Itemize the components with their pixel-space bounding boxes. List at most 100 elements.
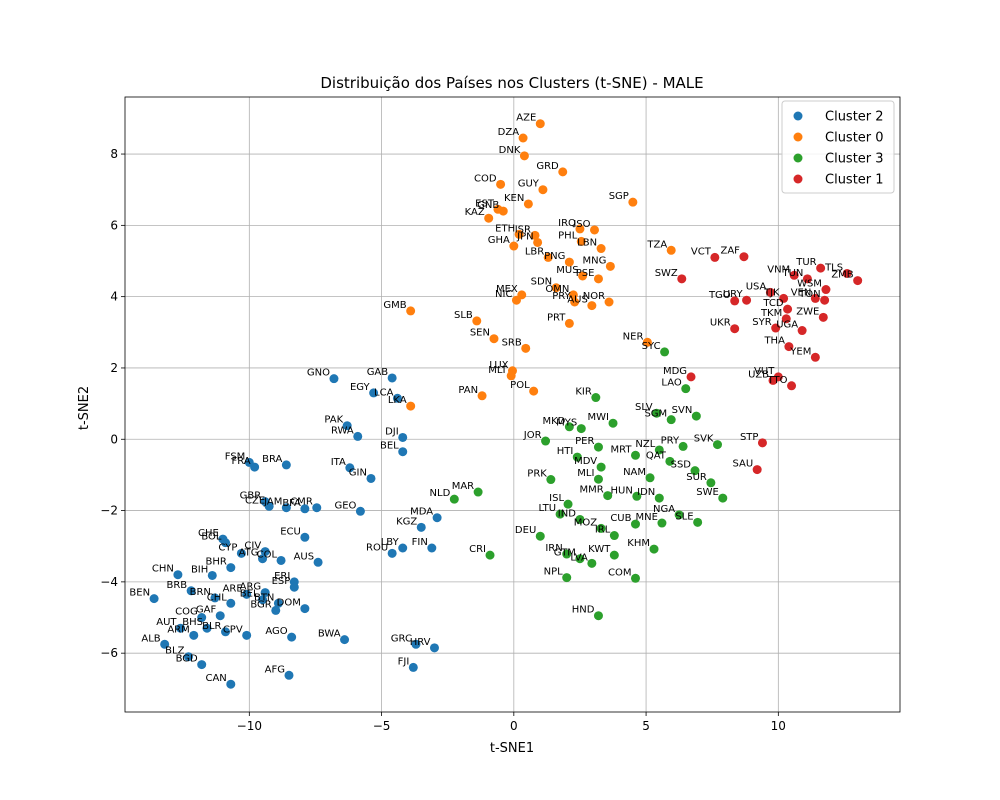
point-label: BGR xyxy=(250,599,271,610)
data-point xyxy=(511,295,521,305)
data-point xyxy=(575,514,585,524)
data-point xyxy=(757,438,767,448)
data-point xyxy=(284,670,294,680)
data-point xyxy=(484,213,494,223)
data-point xyxy=(521,343,531,353)
point-label: GAF xyxy=(196,605,217,616)
data-point xyxy=(842,268,852,278)
point-label: SLB xyxy=(454,310,473,321)
data-point xyxy=(353,431,363,441)
data-point xyxy=(596,462,606,472)
point-label: MLT xyxy=(488,365,508,376)
data-point xyxy=(551,283,561,293)
point-label: SLV xyxy=(635,402,653,413)
point-label: DOM xyxy=(277,598,301,609)
data-point xyxy=(313,557,323,567)
point-label: URY xyxy=(723,289,744,300)
point-label: IDN xyxy=(637,487,655,498)
point-label: JAM xyxy=(263,497,282,508)
point-label: EST xyxy=(475,198,495,209)
point-label: NPL xyxy=(544,567,564,578)
point-label: GIN xyxy=(349,467,367,478)
point-label: AUS xyxy=(294,551,315,562)
point-label: SGP xyxy=(609,191,629,202)
point-label: SAU xyxy=(732,459,753,470)
data-point xyxy=(665,456,675,466)
point-label: GTM xyxy=(554,548,576,559)
point-label: LAO xyxy=(661,378,681,389)
data-point xyxy=(197,660,207,670)
data-point xyxy=(589,225,599,235)
point-label: ITA xyxy=(331,457,346,468)
data-point xyxy=(783,304,793,314)
point-label: HRV xyxy=(410,637,431,648)
y-tick-label: −4 xyxy=(100,575,118,589)
point-label: GNB xyxy=(477,200,499,211)
data-point xyxy=(562,549,572,559)
point-label: MUS xyxy=(556,265,578,276)
data-point xyxy=(176,623,186,633)
data-point xyxy=(496,179,506,189)
data-point xyxy=(765,287,775,297)
point-label: LKA xyxy=(388,395,407,406)
point-label: LCA xyxy=(374,387,394,398)
data-point xyxy=(596,523,606,533)
point-label: NOR xyxy=(583,291,605,302)
point-label: PRT xyxy=(547,312,566,323)
point-label: MYS xyxy=(556,418,577,429)
point-label: TKM xyxy=(760,308,782,319)
point-label: PAN xyxy=(458,385,478,396)
point-label: AUS xyxy=(567,295,588,306)
point-label: SWZ xyxy=(655,268,678,279)
point-label: CHE xyxy=(198,528,219,539)
data-point xyxy=(739,252,749,262)
chart-title: Distribuição dos Países nos Clusters (t-… xyxy=(320,74,703,92)
point-label: KIR xyxy=(575,387,592,398)
data-point xyxy=(398,447,408,457)
point-label: SUR xyxy=(686,472,707,483)
data-point xyxy=(593,442,603,452)
data-point xyxy=(576,236,586,246)
point-label: TJK xyxy=(763,287,780,298)
point-label: TZA xyxy=(646,239,667,250)
data-point xyxy=(546,475,556,485)
point-label: ISR xyxy=(515,224,531,235)
point-label: JPN xyxy=(516,231,533,242)
data-point xyxy=(564,318,574,328)
data-point xyxy=(366,473,376,483)
data-point xyxy=(730,324,740,334)
x-tick-label: 5 xyxy=(642,719,650,733)
point-label: BEN xyxy=(129,588,150,599)
point-label: AFG xyxy=(265,664,285,675)
y-tick-label: 2 xyxy=(110,361,118,375)
data-point xyxy=(387,373,397,383)
point-label: OMN xyxy=(545,284,569,295)
data-point xyxy=(752,465,762,475)
data-point xyxy=(160,639,170,649)
data-point xyxy=(818,312,828,322)
y-tick-label: −6 xyxy=(100,646,118,660)
point-label: CYP xyxy=(218,542,237,553)
data-point xyxy=(712,440,722,450)
data-point xyxy=(657,518,667,528)
data-point xyxy=(538,185,548,195)
data-point xyxy=(603,491,613,501)
point-label: ISL xyxy=(549,493,564,504)
data-point xyxy=(477,391,487,401)
data-point xyxy=(533,237,543,247)
data-point xyxy=(236,548,246,558)
point-label: KEN xyxy=(504,193,524,204)
point-label: VNM xyxy=(767,264,790,275)
data-point xyxy=(593,611,603,621)
point-label: SVK xyxy=(694,434,714,445)
data-point xyxy=(660,347,670,357)
legend-marker xyxy=(793,111,803,121)
legend-entry: Cluster 3 xyxy=(825,152,884,167)
data-point xyxy=(345,463,355,473)
point-label: MKD xyxy=(542,416,565,427)
point-label: FSM xyxy=(225,451,246,462)
data-point xyxy=(530,230,540,240)
point-label: TUR xyxy=(795,257,816,268)
point-label: USA xyxy=(746,281,767,292)
